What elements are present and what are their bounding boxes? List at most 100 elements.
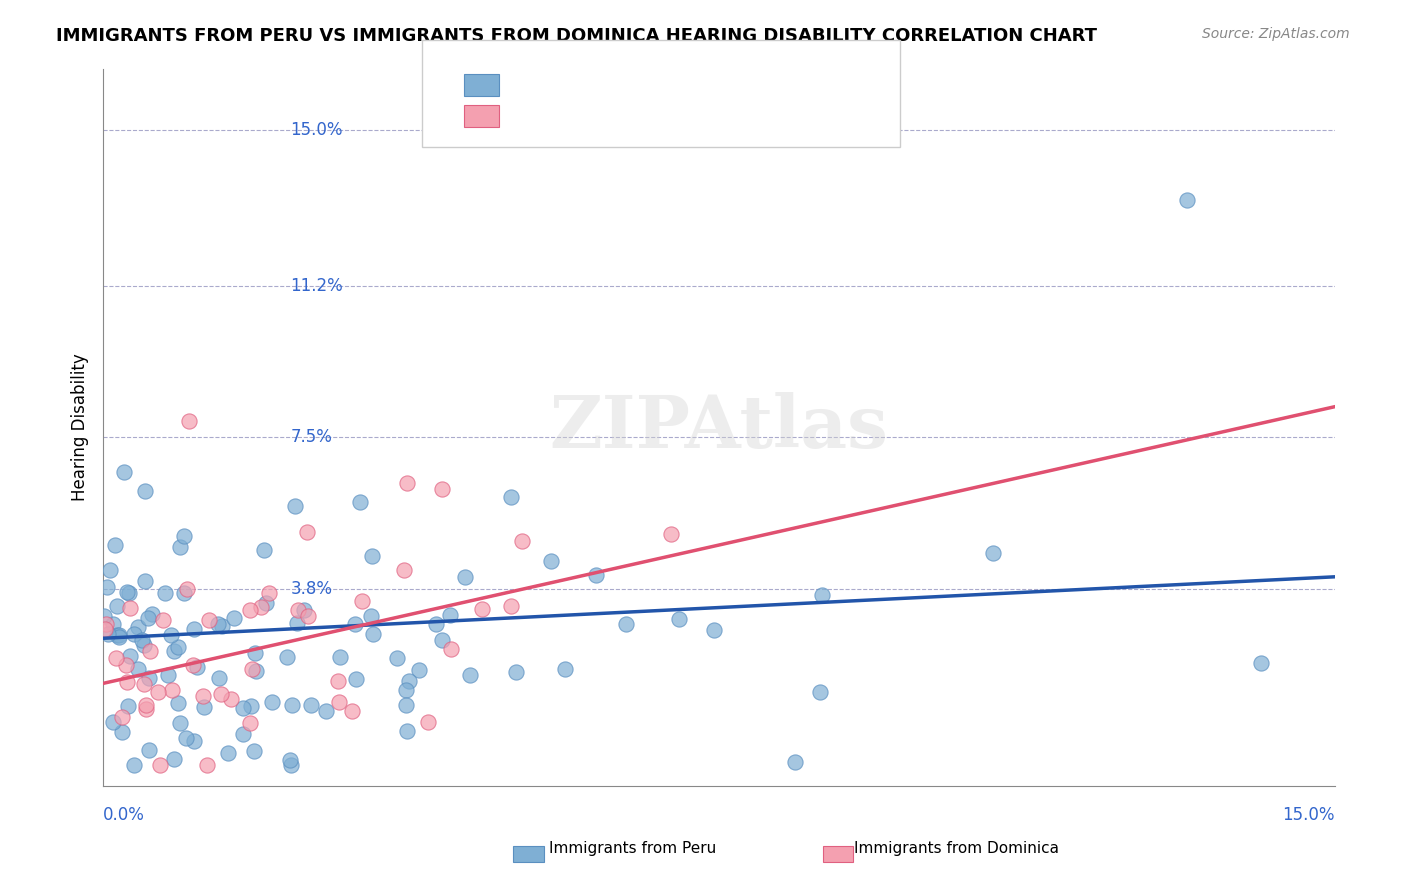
Text: 100: 100 xyxy=(664,76,699,94)
Point xyxy=(398,674,420,689)
Point xyxy=(385,651,408,665)
Point xyxy=(439,608,461,623)
Point xyxy=(169,715,191,730)
Point xyxy=(326,673,349,688)
Point xyxy=(278,753,301,767)
Point xyxy=(141,607,163,622)
Point xyxy=(115,657,138,672)
Point xyxy=(328,695,350,709)
Point xyxy=(262,695,284,709)
Point xyxy=(425,617,447,632)
Point xyxy=(108,628,131,642)
Point xyxy=(135,698,157,712)
Point xyxy=(329,650,352,665)
Point xyxy=(395,682,418,697)
Point xyxy=(101,714,124,729)
Point xyxy=(808,685,831,699)
Point xyxy=(259,586,281,600)
Point xyxy=(146,685,169,699)
Point xyxy=(395,476,418,491)
Point xyxy=(242,662,264,676)
Point xyxy=(1250,656,1272,670)
Text: Immigrants from Peru: Immigrants from Peru xyxy=(550,841,716,856)
Point xyxy=(510,534,533,549)
Point xyxy=(659,526,682,541)
Point xyxy=(127,619,149,633)
Text: R =: R = xyxy=(516,76,553,94)
Point xyxy=(136,610,159,624)
Point xyxy=(179,414,201,428)
Point xyxy=(153,586,176,600)
Point xyxy=(96,617,118,632)
Point xyxy=(232,727,254,741)
Text: R =: R = xyxy=(516,107,553,125)
Point xyxy=(616,616,638,631)
Text: 15.0%: 15.0% xyxy=(1282,806,1334,824)
Point xyxy=(408,663,430,677)
Text: 15.0%: 15.0% xyxy=(290,121,343,139)
Point xyxy=(281,698,304,712)
Point xyxy=(554,662,576,676)
Point xyxy=(163,752,186,766)
Point xyxy=(163,644,186,658)
Text: 0.179: 0.179 xyxy=(558,76,610,94)
Point xyxy=(501,490,523,504)
Point xyxy=(108,630,131,644)
Point xyxy=(101,617,124,632)
Point xyxy=(211,619,233,633)
Point xyxy=(160,682,183,697)
Point xyxy=(360,608,382,623)
Point xyxy=(702,623,724,637)
Point xyxy=(783,755,806,769)
Point xyxy=(124,758,146,772)
Text: IMMIGRANTS FROM PERU VS IMMIGRANTS FROM DOMINICA HEARING DISABILITY CORRELATION : IMMIGRANTS FROM PERU VS IMMIGRANTS FROM … xyxy=(56,27,1097,45)
Point xyxy=(340,705,363,719)
Point xyxy=(350,594,373,608)
Point xyxy=(111,725,134,739)
Point xyxy=(439,641,461,656)
Point xyxy=(104,650,127,665)
Point xyxy=(152,613,174,627)
Point xyxy=(193,700,215,714)
Point xyxy=(292,603,315,617)
Point xyxy=(176,582,198,596)
Point xyxy=(344,672,367,686)
Text: 0.514: 0.514 xyxy=(558,107,610,125)
Point xyxy=(297,524,319,539)
Point xyxy=(209,687,232,701)
Point xyxy=(811,588,834,602)
Point xyxy=(232,701,254,715)
Point xyxy=(104,538,127,552)
Point xyxy=(1175,193,1198,207)
Point xyxy=(208,671,231,685)
Point xyxy=(280,758,302,772)
Point xyxy=(105,599,128,613)
Point xyxy=(668,611,690,625)
Point xyxy=(392,563,415,577)
Point xyxy=(315,704,337,718)
Point xyxy=(111,710,134,724)
Point xyxy=(243,743,266,757)
Point xyxy=(284,499,307,513)
Text: 7.5%: 7.5% xyxy=(290,428,332,446)
Text: N =: N = xyxy=(621,107,658,125)
Point xyxy=(239,603,262,617)
Point xyxy=(118,585,141,599)
Point xyxy=(454,569,477,583)
Point xyxy=(287,603,309,617)
Point xyxy=(131,632,153,647)
Point xyxy=(117,699,139,714)
Point xyxy=(122,627,145,641)
Point xyxy=(254,596,277,610)
Point xyxy=(540,554,562,568)
Point xyxy=(94,622,117,636)
Point xyxy=(115,585,138,599)
Point xyxy=(115,675,138,690)
Point xyxy=(301,698,323,712)
Point xyxy=(240,699,263,714)
Point xyxy=(183,622,205,636)
Point xyxy=(149,758,172,772)
Point xyxy=(198,613,221,627)
Point xyxy=(416,714,439,729)
Point xyxy=(134,574,156,589)
